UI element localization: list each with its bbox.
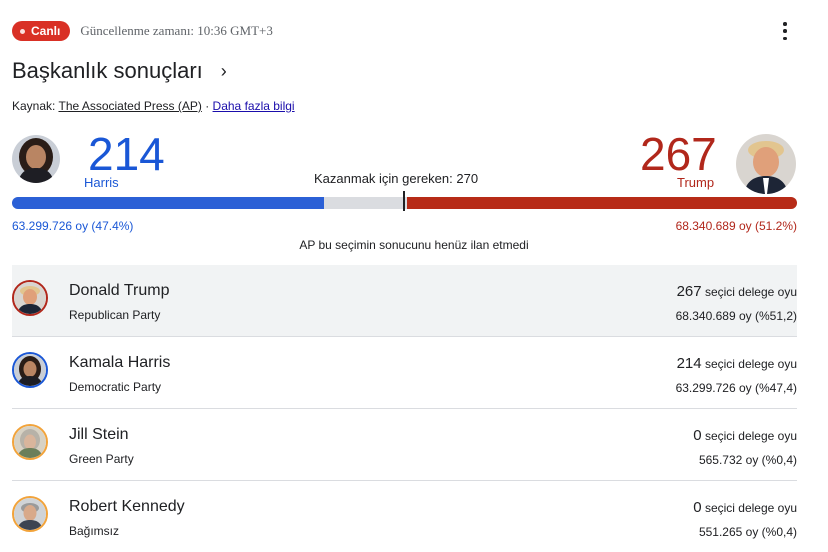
ev-count: 267: [676, 283, 702, 300]
votes-needed: Kazanmak için gereken: 270: [314, 171, 479, 186]
source-line: Kaynak: The Associated Press (AP) · Daha…: [12, 99, 295, 113]
stein-avatar-icon: [12, 424, 48, 460]
source-separator: ·: [201, 99, 213, 113]
candidate-party: Republican Party: [69, 308, 161, 322]
updated-time: Güncellenme zamanı: 10:36 GMT+3: [80, 23, 273, 38]
trump-electoral-votes: 267: [640, 128, 717, 180]
harris-label: Harris: [84, 175, 119, 190]
live-badge: Canlı: [12, 21, 71, 41]
trump-bar-fill: [407, 197, 797, 209]
ev-label: seçici delege oyu: [704, 357, 797, 371]
popular-votes: 565.732 oy (%0,4): [698, 453, 797, 467]
candidate-name: Kamala Harris: [69, 354, 171, 371]
electoral-votes: 214 seçici delege oyu: [677, 355, 797, 372]
source-prefix: Kaynak:: [12, 99, 59, 113]
candidate-party: Bağımsız: [69, 524, 120, 538]
ev-count: 0: [693, 427, 702, 444]
electoral-votes: 267 seçici delege oyu: [677, 283, 797, 300]
electoral-votes: 0 seçici delege oyu: [693, 499, 797, 516]
ev-label: seçici delege oyu: [704, 285, 797, 299]
win-threshold-marker: [403, 191, 405, 211]
trump-avatar-icon: [12, 280, 48, 316]
harris-avatar-icon: [12, 352, 48, 388]
candidate-row-trump[interactable]: Donald Trump Republican Party 267 seçici…: [12, 265, 797, 337]
trump-popular-vote: 68.340.689 oy (51.2%): [675, 219, 797, 233]
electoral-votes: 0 seçici delege oyu: [693, 427, 797, 444]
popular-votes: 551.265 oy (%0,4): [698, 525, 797, 539]
popular-votes: 68.340.689 oy (%51,2): [675, 309, 797, 323]
trump-avatar-icon: [736, 134, 796, 194]
live-dot-icon: [20, 28, 25, 34]
status-bar: Canlı Güncellenme zamanı: 10:36 GMT+3: [12, 20, 273, 42]
candidate-name: Robert Kennedy: [69, 498, 185, 515]
ev-count: 0: [693, 499, 702, 516]
candidate-row-stein[interactable]: Jill Stein Green Party 0 seçici delege o…: [12, 409, 797, 481]
ev-count: 214: [676, 355, 702, 372]
harris-electoral-votes: 214: [88, 128, 165, 180]
ap-call-note: AP bu seçimin sonucunu henüz ilan etmedi: [299, 238, 529, 252]
candidate-list: Donald Trump Republican Party 267 seçici…: [12, 265, 797, 552]
electoral-progress-bar: [12, 197, 797, 209]
trump-label: Trump: [677, 175, 715, 190]
more-info-link[interactable]: Daha fazla bilgi: [212, 99, 295, 113]
kennedy-avatar-icon: [12, 496, 48, 532]
harris-bar-fill: [12, 197, 325, 209]
chevron-right-icon: ›: [220, 60, 227, 81]
ev-label: seçici delege oyu: [704, 429, 797, 443]
live-label: Canlı: [31, 24, 61, 38]
ev-label: seçici delege oyu: [704, 501, 797, 515]
candidate-row-harris[interactable]: Kamala Harris Democratic Party 214 seçic…: [12, 337, 797, 409]
results-title-link[interactable]: Başkanlık sonuçları ›: [12, 58, 227, 84]
more-options-icon[interactable]: [782, 22, 788, 40]
page-title: Başkanlık sonuçları: [12, 58, 203, 83]
harris-avatar-icon: [12, 135, 60, 183]
candidate-party: Democratic Party: [69, 380, 162, 394]
harris-popular-vote: 63.299.726 oy (47.4%): [12, 219, 134, 233]
candidate-row-kennedy[interactable]: Robert Kennedy Bağımsız 0 seçici delege …: [12, 481, 797, 552]
source-link[interactable]: The Associated Press (AP): [58, 99, 202, 113]
candidate-name: Donald Trump: [69, 282, 170, 299]
candidate-name: Jill Stein: [69, 426, 129, 443]
candidate-party: Green Party: [69, 452, 134, 466]
popular-votes: 63.299.726 oy (%47,4): [675, 381, 797, 395]
